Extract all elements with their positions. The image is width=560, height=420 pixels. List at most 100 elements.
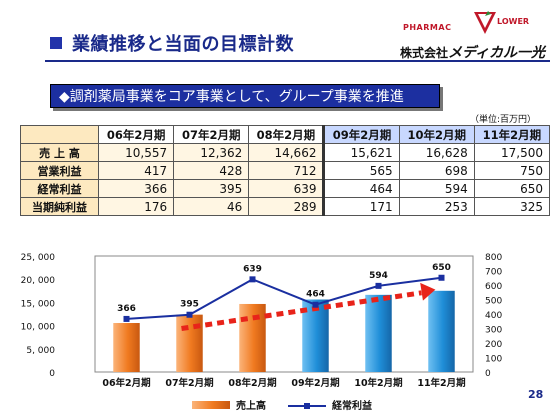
line-point	[186, 311, 193, 318]
combo-chart: 0 5, 000 10, 000 15, 000 20, 000 25, 000 0 100 2…	[21, 253, 503, 412]
company-name: 株式会社メディカル一光	[400, 42, 545, 62]
table-cell: 639	[248, 179, 325, 198]
results-table: 06年2月期 07年2月期 08年2月期 09年2月期 10年2月期 11年2月…	[20, 125, 551, 216]
bar	[239, 303, 266, 372]
banner: ◆調剤薬局事業をコア事業として、グループ事業を推進	[50, 84, 440, 108]
data-label: 639	[243, 264, 262, 274]
table-row: 経常利益 366 395 639 464 594 650	[20, 179, 551, 198]
table-cell: 12,362	[173, 143, 250, 162]
right-axis-tick-label: 800	[485, 253, 502, 263]
table-cell: 594	[398, 179, 475, 198]
trend-arrow-shaft	[181, 290, 422, 331]
table-cell: 366	[97, 179, 175, 198]
row-label: 営業利益	[20, 161, 99, 180]
data-label: 395	[180, 300, 199, 310]
right-axis-tick-label: 300	[485, 326, 502, 336]
table-cell: 171	[322, 197, 400, 216]
table-cell: 428	[173, 161, 250, 180]
right-axis-tick-label: 500	[485, 297, 502, 307]
line-point	[312, 301, 319, 308]
table-cell: 750	[473, 161, 551, 180]
table-cell: 14,662	[248, 143, 325, 162]
row-label: 当期純利益	[20, 197, 99, 216]
table-cell: 289	[248, 197, 325, 216]
table-cell: 176	[97, 197, 175, 216]
column-header: 10年2月期	[398, 125, 475, 144]
table-header-row: 06年2月期 07年2月期 08年2月期 09年2月期 10年2月期 11年2月…	[20, 125, 551, 144]
table-cell: 565	[322, 161, 400, 180]
unit-label: （単位:百万円）	[470, 115, 537, 125]
left-axis-tick-label: 5, 000	[26, 346, 55, 356]
table-cell: 464	[322, 179, 400, 198]
logo-flower-text: LOWER	[497, 17, 530, 26]
column-header: 11年2月期	[473, 125, 551, 144]
flower-logo-icon	[474, 11, 496, 34]
x-axis-tick-label: 07年2月期	[165, 377, 213, 389]
line-series	[126, 276, 442, 320]
table-row: 当期純利益 176 46 289 171 253 325	[20, 197, 551, 216]
company-brand: メディカル一光	[448, 45, 546, 61]
x-axis-tick-label: 08年2月期	[228, 377, 276, 389]
row-label: 売 上 高	[20, 143, 99, 162]
table-cell: 46	[173, 197, 250, 216]
trend-arrow-head	[420, 282, 436, 301]
table-cell: 325	[473, 197, 551, 216]
x-axis-tick-label: 09年2月期	[291, 377, 339, 389]
bar	[113, 323, 140, 372]
logo-pharmac-text: PHARMAC	[403, 23, 452, 32]
right-axis-tick-label: 100	[485, 355, 502, 365]
column-header: 08年2月期	[248, 125, 325, 144]
title-underline	[45, 60, 550, 62]
right-axis-tick-label: 700	[485, 268, 502, 278]
right-axis-tick-label: 600	[485, 282, 502, 292]
column-header: 07年2月期	[173, 125, 250, 144]
left-axis-tick-label: 25, 000	[21, 253, 56, 263]
line-point	[375, 282, 382, 289]
left-axis-tick-label: 20, 000	[21, 276, 56, 286]
table-cell: 650	[473, 179, 551, 198]
table-cell: 698	[398, 161, 475, 180]
table-cell: 15,621	[322, 143, 400, 162]
legend-bar-swatch	[192, 401, 230, 409]
legend-label: 経常利益	[332, 399, 372, 412]
column-header: 06年2月期	[97, 125, 175, 144]
page-number: 28	[528, 388, 544, 401]
table-cell: 712	[248, 161, 325, 180]
table-row: 売 上 高 10,557 12,362 14,662 15,621 16,628…	[20, 143, 551, 162]
table-cell: 395	[173, 179, 250, 198]
x-axis-tick-label: 11年2月期	[417, 377, 465, 389]
x-axis-tick-label: 06年2月期	[102, 377, 150, 389]
table-corner	[20, 125, 99, 144]
left-axis-tick-label: 15, 000	[21, 299, 56, 309]
table-cell: 10,557	[97, 143, 175, 162]
row-label: 経常利益	[20, 179, 99, 198]
bar	[176, 314, 203, 372]
legend-label: 売上高	[236, 399, 266, 412]
bar	[428, 290, 455, 372]
table-cell: 16,628	[398, 143, 475, 162]
table-cell: 17,500	[473, 143, 551, 162]
line-point	[123, 315, 130, 322]
data-label: 650	[432, 263, 451, 273]
company-prefix: 株式会社	[400, 46, 449, 60]
table-cell: 253	[398, 197, 475, 216]
plot-area	[94, 255, 474, 373]
data-label: 594	[369, 271, 388, 281]
data-label: 366	[117, 304, 136, 314]
line-point	[249, 276, 256, 283]
line-point	[438, 274, 445, 281]
column-header: 09年2月期	[322, 125, 400, 144]
x-axis-tick-label: 10年2月期	[354, 377, 402, 389]
table-row: 営業利益 417 428 712 565 698 750	[20, 161, 551, 180]
right-axis-tick-label: 0	[485, 369, 491, 379]
right-axis-tick-label: 200	[485, 340, 502, 350]
right-axis-tick-label: 400	[485, 311, 502, 321]
left-axis-tick-label: 10, 000	[21, 323, 56, 333]
title-bullet	[50, 37, 62, 49]
left-axis-tick-label: 0	[49, 369, 55, 379]
bar	[365, 294, 392, 372]
legend-line-marker	[304, 403, 310, 409]
table-cell: 417	[97, 161, 175, 180]
data-label: 464	[306, 290, 325, 300]
page-title: 業績推移と当面の目標計数	[72, 34, 294, 55]
